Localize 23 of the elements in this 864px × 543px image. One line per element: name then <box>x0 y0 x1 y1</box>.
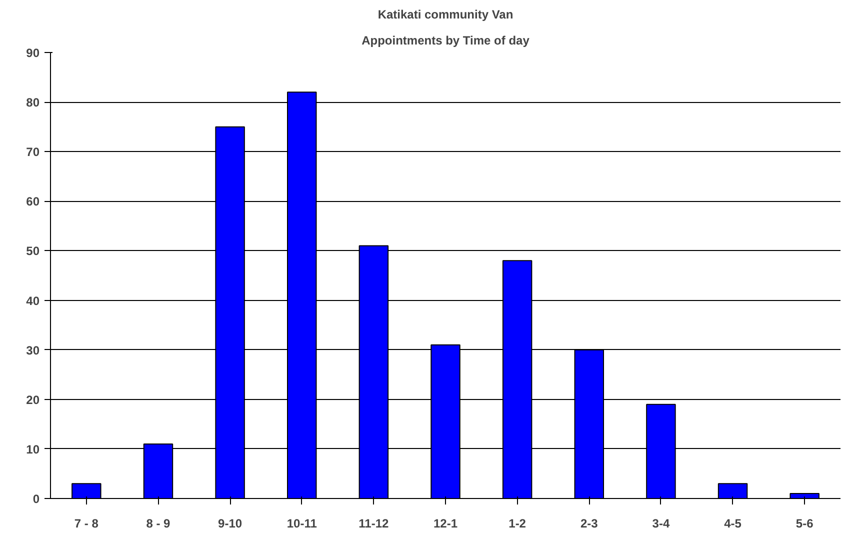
chart-title: Katikati community Van <box>378 8 514 22</box>
x-tick-label: 7 - 8 <box>74 516 99 530</box>
y-tick-label: 80 <box>26 96 40 110</box>
x-tick-label: 12-1 <box>433 516 458 530</box>
y-tick-label: 0 <box>32 492 40 506</box>
chart-subtitle: Appointments by Time of day <box>362 34 530 48</box>
x-tick-label: 10-11 <box>286 516 318 530</box>
x-tick-label: 9-10 <box>218 516 242 530</box>
x-tick-label: 8 - 9 <box>146 516 171 530</box>
y-tick-label: 70 <box>26 145 40 160</box>
y-tick-label: 90 <box>26 46 40 60</box>
x-tick-label: 5-6 <box>796 516 814 530</box>
x-tick-label: 11-12 <box>358 516 390 530</box>
x-tick-label: 1-2 <box>508 516 526 530</box>
y-tick-label: 10 <box>26 442 40 456</box>
y-tick-label: 50 <box>26 244 40 258</box>
y-tick-label: 60 <box>26 194 40 209</box>
x-tick-label: 4-5 <box>724 516 742 530</box>
y-tick-label: 30 <box>26 343 40 358</box>
x-tick-label: 3-4 <box>652 516 670 530</box>
y-tick-label: 20 <box>26 392 40 407</box>
y-tick-label: 40 <box>26 294 40 308</box>
x-tick-label: 2-3 <box>580 516 598 530</box>
